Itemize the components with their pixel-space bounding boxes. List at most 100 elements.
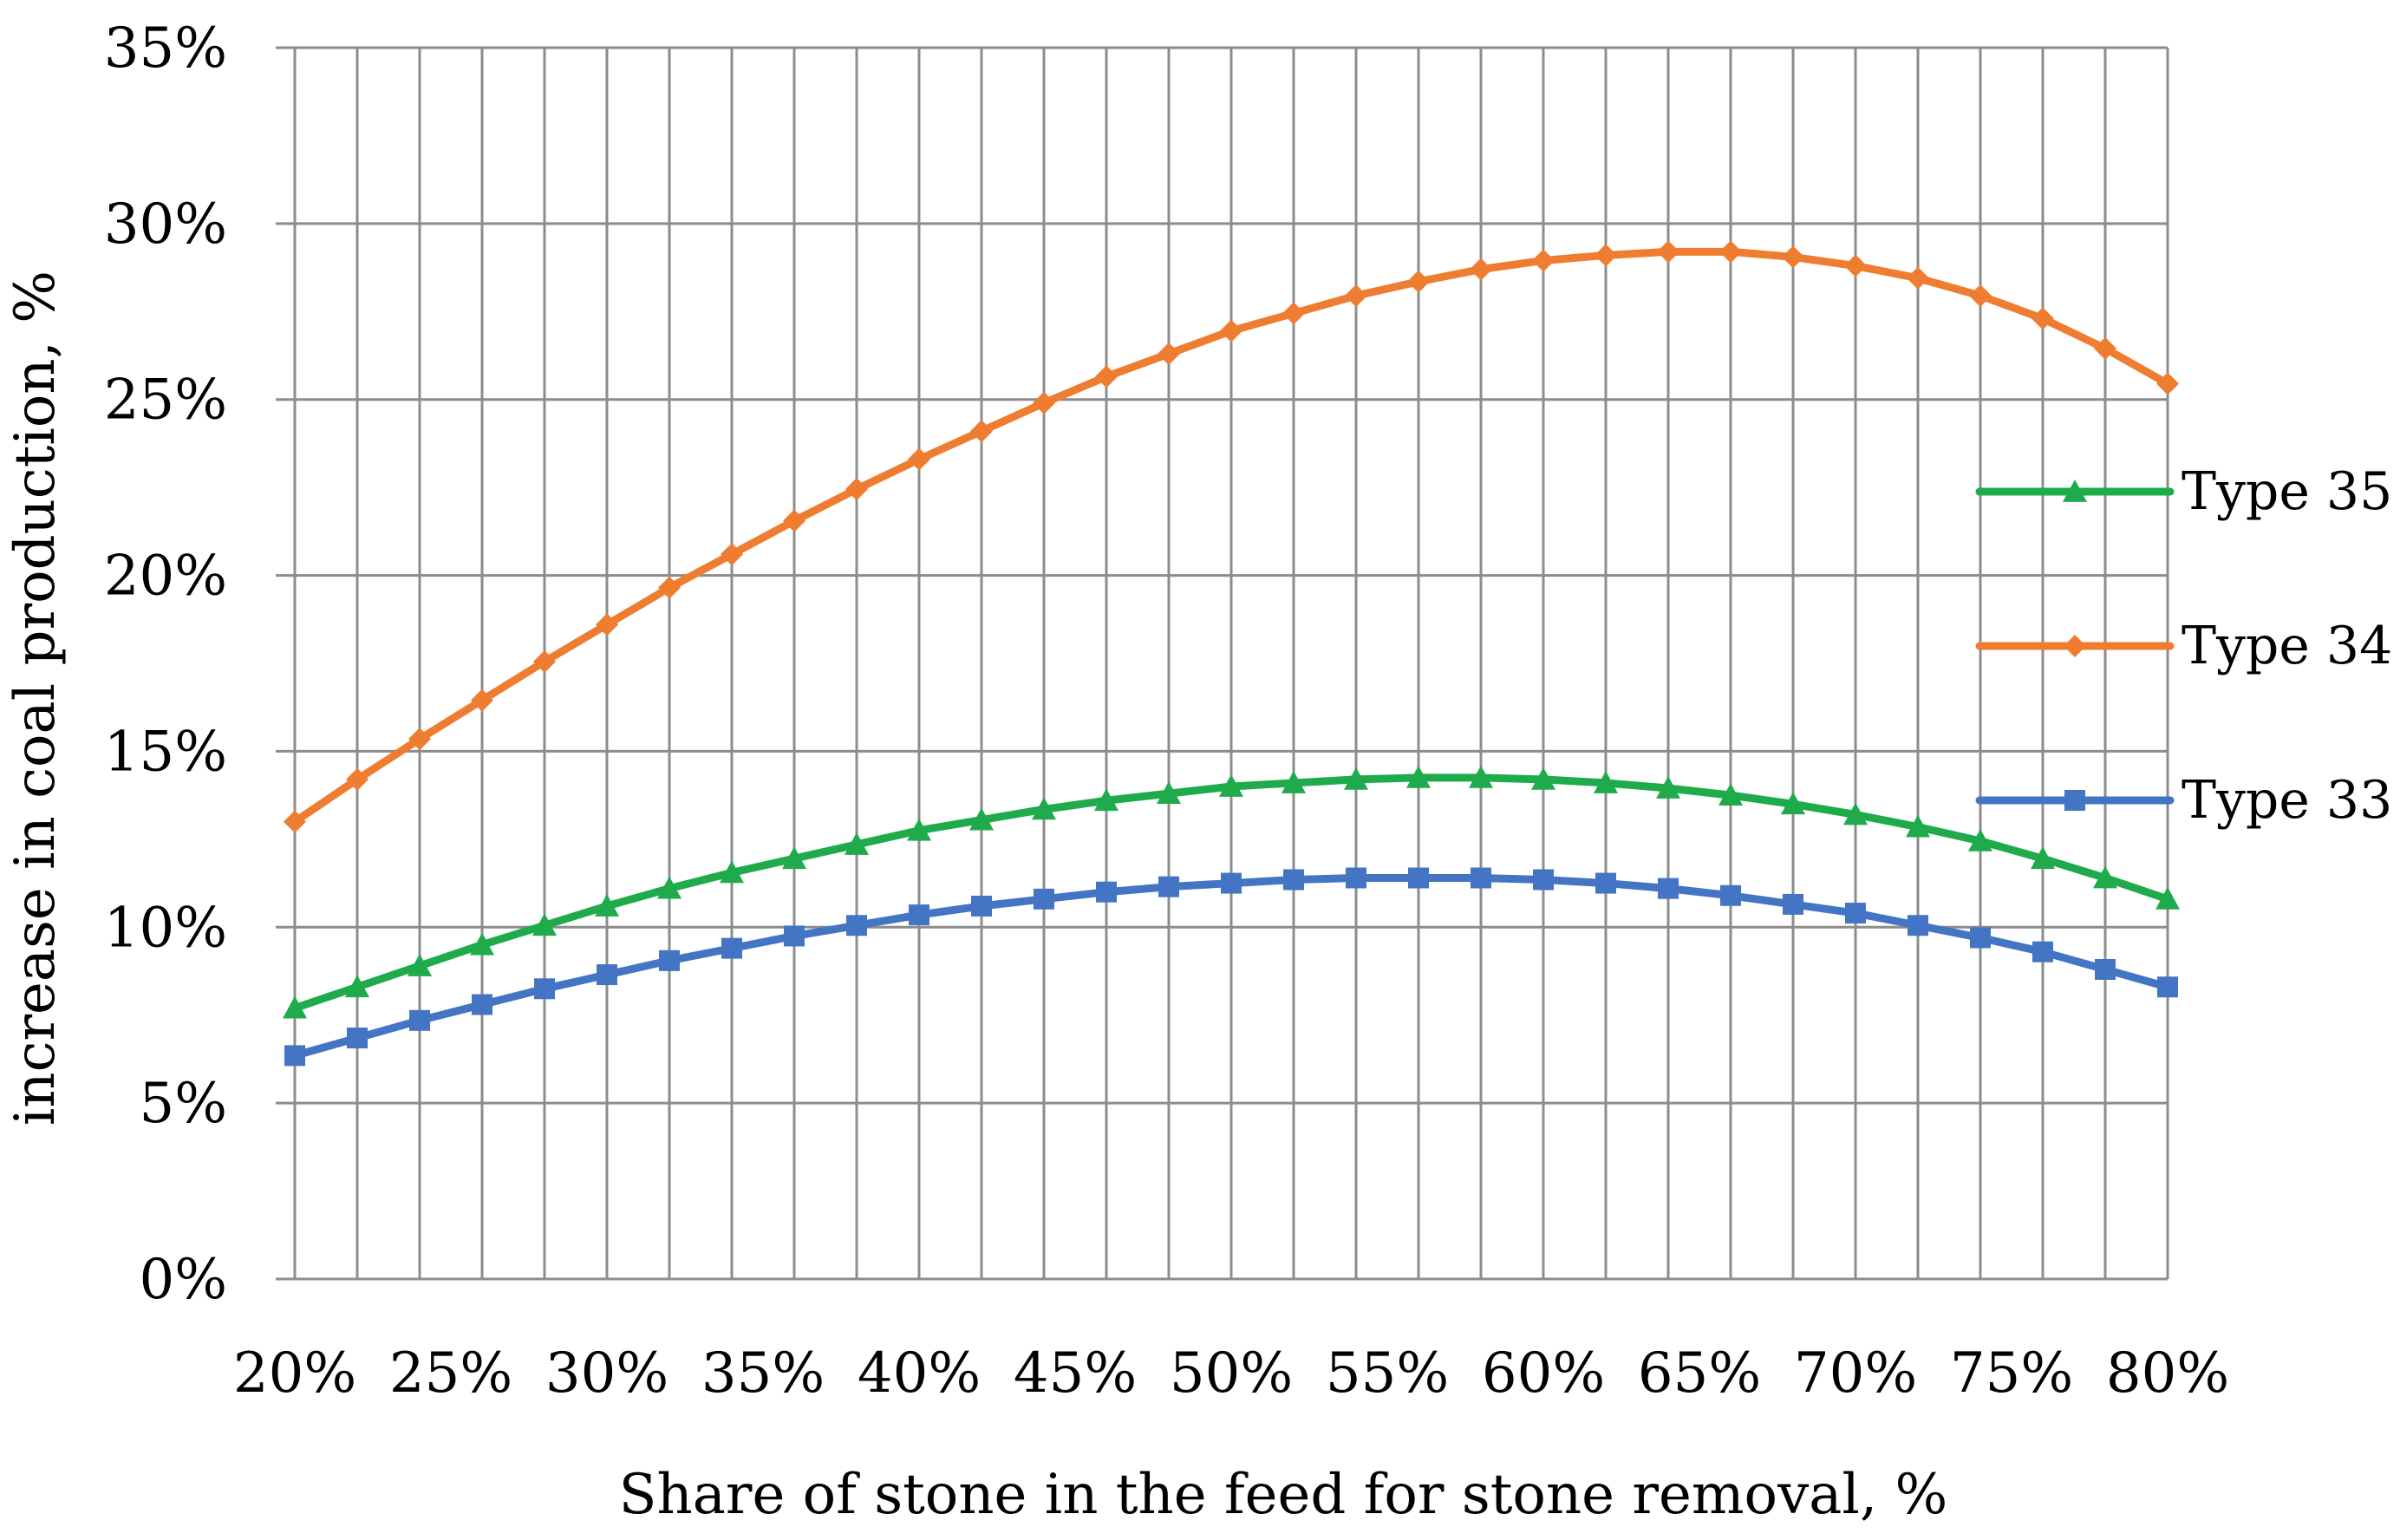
type-34-point xyxy=(284,810,306,833)
x-tick-label: 25% xyxy=(389,1341,512,1406)
type-35-point xyxy=(1781,792,1805,815)
type-33-point xyxy=(659,949,680,971)
type-33-point xyxy=(347,1028,368,1049)
type-33-point xyxy=(1221,872,1242,894)
type-35-point xyxy=(1968,828,1992,852)
type-35-point xyxy=(1032,797,1056,820)
type-35-point xyxy=(1843,802,1868,825)
x-tick-label: 50% xyxy=(1170,1341,1293,1406)
type-34-point xyxy=(1907,266,1929,290)
type-34-point xyxy=(346,767,368,791)
type-33-point xyxy=(284,1045,305,1067)
type-35-point xyxy=(657,876,682,899)
x-tick-label: 35% xyxy=(701,1341,825,1406)
type-35-point xyxy=(782,846,806,870)
type-35-point xyxy=(1344,767,1368,790)
type-34-point xyxy=(1345,284,1367,308)
type-34-point xyxy=(1158,342,1180,365)
type-35-point xyxy=(845,832,869,855)
legend-label: Type 33 xyxy=(2182,770,2392,831)
grid xyxy=(276,46,2169,1281)
type-35-point xyxy=(283,995,307,1019)
legend-marker xyxy=(2064,790,2085,811)
legend-item-type-33: Type 33 xyxy=(1975,770,2392,831)
legend-label: Type 34 xyxy=(2182,616,2392,676)
type-35-point xyxy=(532,913,557,936)
type-35-point xyxy=(345,975,369,998)
type-35-point xyxy=(1594,770,1618,793)
x-tick-label: 80% xyxy=(2106,1341,2229,1406)
x-axis-title: Share of stone in the feed for stone rem… xyxy=(619,1463,1948,1527)
type-33-point xyxy=(1658,878,1679,899)
type-35-point xyxy=(969,807,994,831)
type-33-point xyxy=(909,904,929,926)
y-tick-label: 30% xyxy=(104,192,227,257)
type-34-point xyxy=(1220,319,1242,343)
x-axis-ticks: 20% 25% 30% 35% 40% 45% 50% 55% 60% 65% 70% 75% 80% xyxy=(233,1341,2229,1406)
type-33-point xyxy=(784,925,805,947)
type-35-point xyxy=(1157,781,1181,805)
type-35-point xyxy=(1094,788,1118,812)
type-33-point xyxy=(2095,958,2116,980)
y-tick-label: 0% xyxy=(139,1248,227,1312)
type-33-point xyxy=(1533,869,1554,891)
y-axis-ticks: 0% 5% 10% 15% 20% 25% 30% 35% xyxy=(104,16,227,1312)
type-33-point xyxy=(1783,893,1803,915)
type-33-point xyxy=(1595,872,1616,894)
type-34-point xyxy=(1657,240,1679,264)
type-35-point xyxy=(1406,765,1431,788)
type-34-point xyxy=(1532,249,1555,272)
x-tick-label: 40% xyxy=(858,1341,981,1406)
y-tick-label: 35% xyxy=(104,16,227,81)
x-tick-label: 55% xyxy=(1326,1341,1449,1406)
type-33-point xyxy=(1408,867,1429,889)
legend: Type 35 Type 34 Type 33 xyxy=(1975,461,2392,831)
legend-marker xyxy=(2063,480,2087,502)
type-33-point xyxy=(1096,881,1117,903)
type-33-point xyxy=(534,978,555,1000)
y-tick-label: 5% xyxy=(139,1072,227,1136)
type-33-point xyxy=(1034,888,1054,910)
type-35-point xyxy=(1656,776,1680,799)
type-35-point xyxy=(408,953,432,976)
x-tick-label: 75% xyxy=(1950,1341,2073,1406)
type-33-point xyxy=(472,994,492,1015)
type-33-point xyxy=(1283,869,1304,891)
type-34-point xyxy=(1844,254,1867,277)
type-33-point xyxy=(2032,941,2053,962)
type-33-point xyxy=(409,1009,430,1031)
type-34-point xyxy=(845,478,868,501)
type-35-point xyxy=(470,932,494,956)
type-33-point xyxy=(721,937,742,959)
type-35-point xyxy=(1531,767,1555,790)
type-34-point xyxy=(658,576,681,599)
legend-marker xyxy=(2064,635,2086,657)
y-tick-label: 20% xyxy=(104,545,227,609)
type-34-point xyxy=(1282,302,1305,325)
type-33-point xyxy=(1970,927,1991,949)
x-tick-label: 70% xyxy=(1794,1341,1917,1406)
type-34-point xyxy=(596,613,618,636)
type-34-point xyxy=(970,420,993,443)
type-34-point xyxy=(2094,336,2116,360)
type-35-point xyxy=(720,860,744,884)
x-tick-label: 30% xyxy=(545,1341,668,1406)
type-34-point xyxy=(1470,258,1492,281)
type-35-point xyxy=(907,818,931,841)
type-33-point xyxy=(1720,884,1741,906)
type-35-point xyxy=(1219,774,1243,797)
type-34-point xyxy=(1033,391,1055,414)
type-34-point xyxy=(533,649,556,673)
type-35-point xyxy=(1906,814,1930,838)
type-35-point xyxy=(1469,765,1493,788)
type-35-point xyxy=(1282,770,1306,793)
type-34-point xyxy=(408,728,431,751)
y-tick-label: 10% xyxy=(104,896,227,960)
type-33-point xyxy=(971,895,992,917)
type-35-point xyxy=(2031,846,2055,870)
type-35-point xyxy=(2093,865,2117,889)
type-34-point xyxy=(1095,365,1118,388)
type-34-point xyxy=(783,509,805,532)
x-tick-label: 45% xyxy=(1014,1341,1137,1406)
